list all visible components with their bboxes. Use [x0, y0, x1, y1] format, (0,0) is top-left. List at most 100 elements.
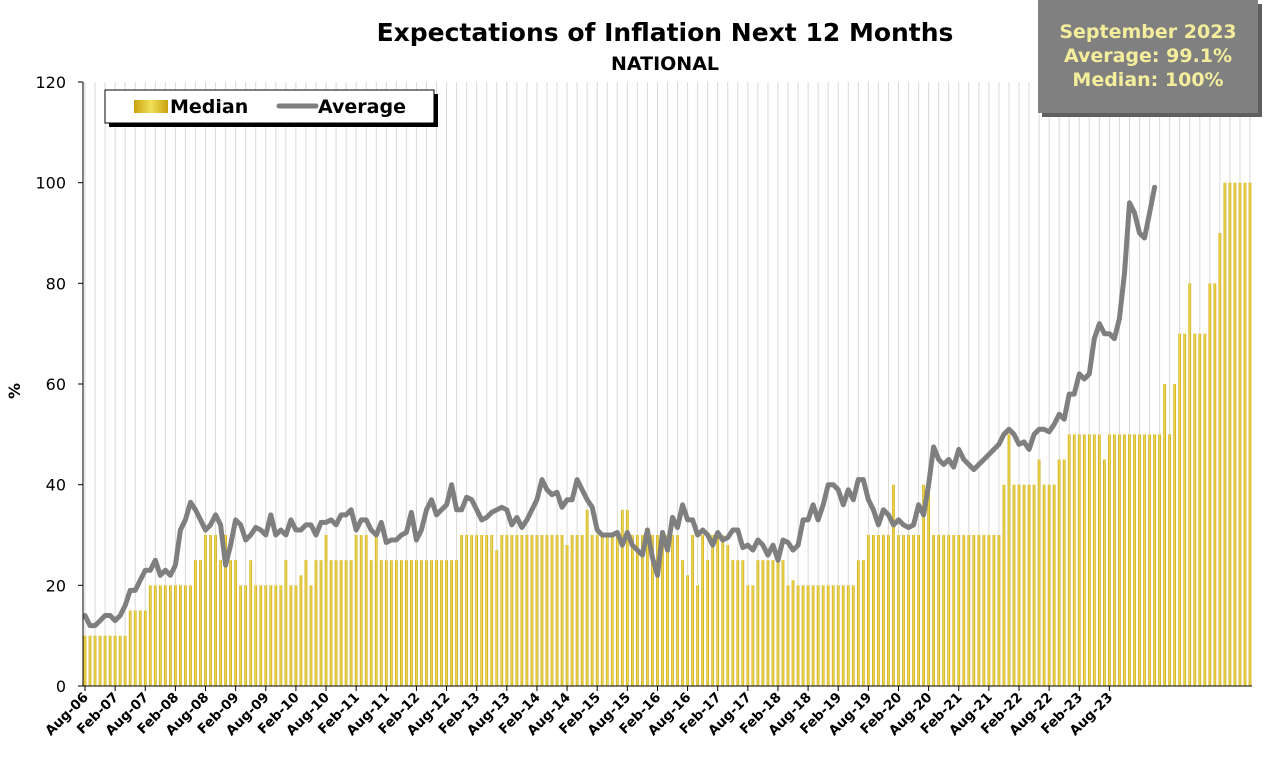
median-bar	[1208, 283, 1212, 686]
median-bar	[952, 535, 956, 686]
median-bar	[565, 545, 569, 686]
median-bar	[339, 560, 343, 686]
median-bar	[801, 585, 805, 686]
median-bar	[410, 560, 413, 686]
median-bar	[1102, 459, 1106, 686]
median-bar	[1248, 182, 1252, 686]
median-bar	[128, 610, 132, 686]
median-bar	[696, 585, 700, 686]
median-bar	[641, 535, 644, 686]
median-bar	[163, 585, 167, 686]
median-bar	[666, 535, 669, 686]
median-bar	[1193, 333, 1197, 686]
median-bar	[174, 585, 177, 686]
median-bar	[1037, 459, 1041, 686]
median-bar	[515, 535, 519, 686]
median-bar	[912, 535, 915, 686]
median-bar	[836, 585, 840, 686]
legend-median-swatch	[134, 100, 168, 113]
median-bar	[440, 560, 443, 686]
median-bar	[676, 535, 679, 686]
median-bar	[811, 585, 815, 686]
median-bar	[922, 484, 925, 686]
median-bar	[1218, 233, 1222, 686]
median-bar	[234, 560, 238, 686]
median-bar	[495, 550, 499, 686]
median-bar	[189, 585, 192, 686]
median-bar	[98, 635, 102, 686]
median-bar	[229, 560, 233, 686]
median-bar	[947, 535, 951, 686]
median-bar	[902, 535, 905, 686]
y-tick-label: 40	[46, 476, 66, 495]
median-bar	[485, 535, 489, 686]
y-tick-label: 120	[35, 73, 66, 92]
median-bar	[1223, 182, 1227, 686]
median-bar	[1097, 434, 1101, 686]
median-bar	[103, 635, 107, 686]
median-bar	[224, 535, 227, 686]
median-bar	[741, 560, 745, 686]
median-bar	[1042, 484, 1046, 686]
median-bar	[937, 535, 941, 686]
chart-subtitle: NATIONAL	[610, 53, 720, 75]
median-bar	[219, 560, 222, 686]
median-bar	[691, 535, 694, 686]
median-bar	[866, 535, 870, 686]
median-bar	[269, 585, 273, 686]
median-bar	[580, 535, 584, 686]
median-bar	[957, 535, 961, 686]
median-bar	[932, 535, 936, 686]
median-bar	[168, 585, 172, 686]
median-bar	[1118, 434, 1121, 686]
median-bar	[404, 560, 408, 686]
median-bar	[1027, 484, 1031, 686]
median-bar	[455, 560, 458, 686]
median-bar	[872, 535, 875, 686]
median-bar	[274, 585, 278, 686]
median-bar	[796, 585, 800, 686]
median-bar	[706, 560, 710, 686]
y-axis-label: %	[5, 383, 24, 399]
median-bar	[294, 585, 298, 686]
median-bar	[962, 535, 966, 686]
median-bar	[1163, 384, 1167, 686]
median-bar	[736, 560, 740, 686]
median-bar	[992, 535, 996, 686]
median-bar	[861, 560, 865, 686]
median-bar	[766, 560, 770, 686]
median-bar	[520, 535, 524, 686]
median-bar	[1087, 434, 1091, 686]
x-ticks: Aug-06Feb-07Aug-07Feb-08Aug-08Feb-09Aug-…	[42, 686, 1116, 739]
median-bar	[545, 535, 549, 686]
median-bar	[605, 535, 609, 686]
median-bar	[781, 560, 785, 686]
median-bar	[214, 535, 217, 686]
median-bar	[540, 535, 544, 686]
median-bar	[550, 535, 554, 686]
median-bar	[877, 535, 880, 686]
median-bar	[997, 535, 1001, 686]
median-bar	[600, 535, 604, 686]
median-bar	[1233, 182, 1237, 686]
median-bar	[826, 585, 830, 686]
y-tick-label: 60	[46, 375, 66, 394]
median-bar	[671, 535, 674, 686]
median-bar	[1243, 182, 1247, 686]
median-bar	[1002, 484, 1006, 686]
median-bar	[917, 535, 920, 686]
median-bar	[846, 585, 850, 686]
median-bar	[364, 535, 368, 686]
y-tick-label: 0	[56, 677, 66, 696]
median-bar	[1113, 434, 1116, 686]
median-bar	[284, 560, 288, 686]
median-bar	[450, 560, 453, 686]
median-bar	[289, 585, 293, 686]
median-bar	[1178, 333, 1182, 686]
median-bar	[982, 535, 986, 686]
median-bar	[279, 585, 283, 686]
median-bar	[967, 535, 971, 686]
median-bar	[560, 535, 564, 686]
median-bar	[204, 535, 207, 686]
median-bar	[1057, 459, 1061, 686]
